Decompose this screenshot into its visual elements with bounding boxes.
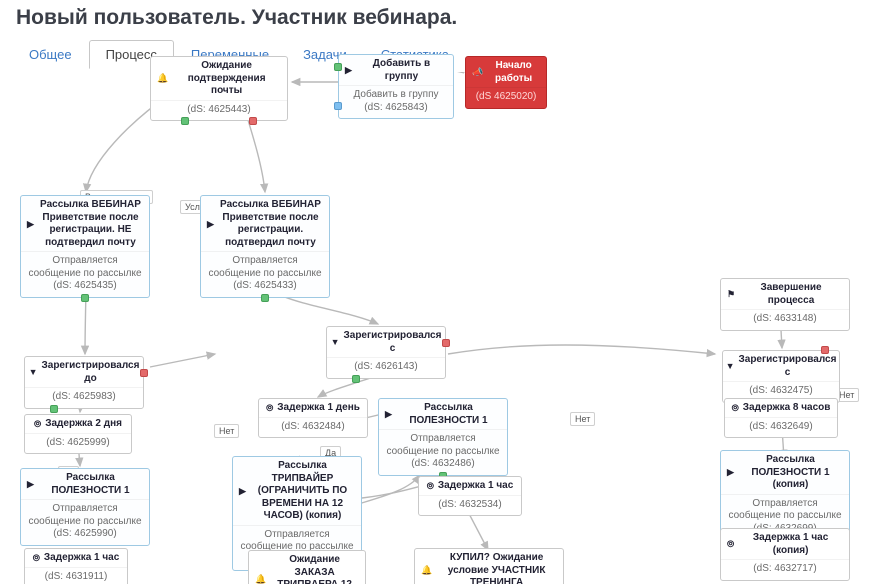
node-useful-1[interactable]: ▶ Рассылка ПОЛЕЗНОСТИ 1 Отправляется сооб… [378, 398, 508, 476]
megaphone-icon: 📣 [472, 68, 483, 77]
node-sub: (dS: 4632649) [725, 418, 837, 438]
node-sub: (dS: 4625999) [25, 434, 131, 454]
node-useful-1c[interactable]: ▶ Рассылка ПОЛЕЗНОСТИ 1 Отправляется сооб… [20, 468, 150, 546]
node-title: Задержка 1 час (копия) [738, 532, 843, 557]
node-title: Задержка 2 дня [45, 418, 122, 431]
clock-icon: ⦾ [34, 420, 41, 429]
node-reg-s1[interactable]: ▼ Зарегистрировался с (dS: 4626143) [326, 326, 446, 379]
chip-no: Нет [214, 424, 239, 438]
play-icon: ▶ [385, 410, 392, 419]
node-title: Рассылка ПОЛЕЗНОСТИ 1 (копия) [738, 454, 843, 492]
node-title: Рассылка ПОЛЕЗНОСТИ 1 [396, 402, 501, 427]
node-sub: (dS: 4625983) [25, 388, 143, 408]
play-icon: ▶ [27, 220, 34, 229]
node-delay-1h-copy[interactable]: ⦾ Задержка 1 час (копия) (dS: 4632717) [720, 528, 850, 581]
clock-icon: ⦾ [727, 540, 734, 549]
node-sub: Добавить в группу (dS: 4625843) [339, 86, 453, 118]
node-start[interactable]: 📣 Начало работы (dS 4625020) [465, 56, 547, 109]
node-sub: (dS: 4632484) [259, 418, 367, 438]
node-title: Рассылка ВЕБИНАР Приветствие после регис… [218, 199, 323, 249]
node-sub: (dS: 4625443) [151, 101, 287, 121]
node-title: Ожидание подтверждения почты [172, 60, 281, 98]
node-title: Начало работы [487, 60, 540, 85]
node-sub: (dS: 4632717) [721, 560, 849, 580]
node-sub: Отправляется сообщение по рассылке (dS: … [201, 252, 329, 297]
node-webinar-2[interactable]: ▶ Рассылка ВЕБИНАР Приветствие после реги… [200, 195, 330, 298]
node-title: КУПИЛ? Ожидание условие УЧАСТНИК ТРЕНИНГ… [436, 552, 557, 584]
clock-icon: ⦾ [427, 482, 434, 491]
node-bought[interactable]: 🔔 КУПИЛ? Ожидание условие УЧАСТНИК ТРЕНИН… [414, 548, 564, 584]
bell-icon: 🔔 [157, 74, 168, 83]
node-useful-1b[interactable]: ▶Рассылка ПОЛЕЗНОСТИ 1 (копия) Отправляе… [720, 450, 850, 540]
bell-icon: 🔔 [421, 566, 432, 575]
clock-icon: ⦾ [266, 404, 273, 413]
play-icon: ▶ [727, 468, 734, 477]
chip-no: Нет [570, 412, 595, 426]
node-title: Задержка 1 день [277, 402, 360, 415]
tab-general[interactable]: Общее [12, 40, 89, 69]
page-title: Новый пользователь. Участник вебинара. [0, 0, 873, 30]
play-icon: ▶ [239, 487, 246, 496]
node-add-group[interactable]: ▶ Добавить в группу Добавить в группу (dS… [338, 54, 454, 119]
node-title: Рассылка ТРИПВАЙЕР (ОГРАНИЧИТЬ ПО ВРЕМЕН… [250, 460, 355, 523]
node-sub: Отправляется сообщение по рассылке (dS: … [21, 252, 149, 297]
node-sub: (dS: 4631911) [25, 568, 127, 584]
node-title: Рассылка ВЕБИНАР Приветствие после регис… [38, 199, 143, 249]
node-sub: Отправляется сообщение по рассылке (dS: … [21, 500, 149, 545]
node-title: Рассылка ПОЛЕЗНОСТИ 1 [38, 472, 143, 497]
node-title: Добавить в группу [356, 58, 447, 83]
node-reg-before[interactable]: ▼ Зарегистрировался до (dS: 4625983) [24, 356, 144, 409]
flag-icon: ⚑ [727, 290, 735, 299]
node-title: Задержка 1 час [44, 552, 119, 565]
node-sub: (dS: 4632534) [419, 496, 521, 516]
node-sub: (dS 4625020) [466, 88, 546, 108]
node-wait-order-12h[interactable]: 🔔 Ожидание ЗАКАЗА ТРИПВАЕРА 12 ЧАСОВ (коп… [248, 550, 366, 584]
play-icon: ▶ [345, 66, 352, 75]
node-reg-s2[interactable]: ▼Зарегистрировался с (dS: 4632475) [722, 350, 840, 403]
node-delay-8h[interactable]: ⦾ Задержка 8 часов (dS: 4632649) [724, 398, 838, 438]
node-title: Зарегистрировался с [344, 330, 442, 355]
filter-icon: ▼ [331, 338, 340, 347]
node-delay-1d[interactable]: ⦾ Задержка 1 день (dS: 4632484) [258, 398, 368, 438]
play-icon: ▶ [27, 480, 34, 489]
node-title: Завершение процесса [739, 282, 843, 307]
node-title: Ожидание ЗАКАЗА ТРИПВАЕРА 12 ЧАСОВ (копи… [270, 554, 359, 584]
node-title: Зарегистрировался до [42, 360, 140, 385]
node-sub: (dS: 4633148) [721, 310, 849, 330]
node-delay-2d[interactable]: ⦾ Задержка 2 дня (dS: 4625999) [24, 414, 132, 454]
flowchart-canvas[interactable]: 📣Начало работы (dS 4625020) ▶Добавить в … [0, 72, 873, 584]
node-delay-1h-2[interactable]: ⦾ Задержка 1 час (dS: 4631911) [24, 548, 128, 584]
bell-icon: 🔔 [255, 575, 266, 584]
filter-icon: ▼ [29, 368, 38, 377]
clock-icon: ⦾ [732, 404, 739, 413]
node-sub: (dS: 4626143) [327, 358, 445, 378]
node-title: Зарегистрировался с [739, 354, 837, 379]
node-webinar-1[interactable]: ▶ Рассылка ВЕБИНАР Приветствие после реги… [20, 195, 150, 298]
node-sub: Отправляется сообщение по рассылке (dS: … [379, 430, 507, 475]
play-icon: ▶ [207, 220, 214, 229]
node-title: Задержка 8 часов [743, 402, 831, 415]
node-end[interactable]: ⚑ Завершение процесса (dS: 4633148) [720, 278, 850, 331]
node-delay-1h[interactable]: ⦾ Задержка 1 час (dS: 4632534) [418, 476, 522, 516]
clock-icon: ⦾ [33, 554, 40, 563]
node-title: Задержка 1 час [438, 480, 513, 493]
filter-icon: ▼ [726, 362, 735, 371]
node-wait-mail[interactable]: 🔔 Ожидание подтверждения почты (dS: 46254… [150, 56, 288, 121]
